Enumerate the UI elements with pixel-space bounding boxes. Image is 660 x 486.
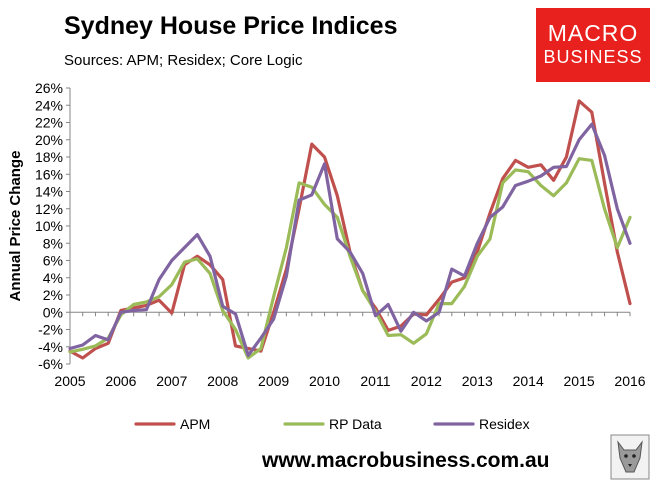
x-tick-label: 2014	[513, 373, 544, 389]
y-tick-label: 8%	[43, 235, 63, 251]
logo-line-1: MACRO	[547, 20, 639, 46]
y-tick-label: 16%	[35, 166, 63, 182]
macro-business-logo: MACRO BUSINESS	[536, 8, 650, 82]
y-tick-label: 12%	[35, 201, 63, 217]
series-layer	[68, 99, 632, 360]
legend-label-residex: Residex	[479, 416, 530, 432]
x-tick-label: 2009	[258, 373, 289, 389]
y-tick-label: 6%	[43, 253, 63, 269]
x-tick-label: 2010	[309, 373, 340, 389]
x-tick-label: 2005	[54, 373, 85, 389]
y-tick-label: -4%	[38, 339, 63, 355]
x-tick-label: 2011	[360, 373, 390, 389]
legend-label-rp-data: RP Data	[329, 416, 382, 432]
series-line-rp-data	[68, 157, 632, 360]
x-tick-label: 2006	[105, 373, 136, 389]
logo-line-2: BUSINESS	[543, 47, 643, 67]
y-tick-label: -6%	[38, 356, 63, 372]
x-tick-label: 2012	[411, 373, 442, 389]
y-tick-label: 0%	[43, 304, 63, 320]
y-tick-label: 2%	[43, 287, 63, 303]
chart-legend: APM RP Data Residex	[134, 416, 530, 432]
chart-axes: -6%-4%-2% 0%2%4%6% 8%10%12%14% 16%18%20%22%…	[7, 80, 646, 389]
x-tick-label: 2008	[207, 373, 238, 389]
series-line-apm	[68, 99, 632, 360]
y-tick-label: 22%	[35, 115, 63, 131]
website-url: www.macrobusiness.com.au	[262, 449, 550, 472]
chart-title: Sydney House Price Indices	[64, 12, 398, 40]
y-tick-label: 18%	[35, 149, 63, 165]
y-tick-label: 10%	[35, 218, 63, 234]
wolf-logo-icon	[610, 434, 650, 480]
y-tick-label: -2%	[38, 322, 63, 338]
y-tick-label: 20%	[35, 132, 63, 148]
y-tick-label: 26%	[35, 80, 63, 96]
y-tick-label: 24%	[35, 97, 63, 113]
series-line-residex	[68, 122, 632, 357]
x-tick-label: 2013	[462, 373, 493, 389]
legend-label-apm: APM	[180, 416, 210, 432]
y-tick-label: 14%	[35, 184, 63, 200]
x-tick-label: 2015	[564, 373, 595, 389]
x-tick-label: 2007	[156, 373, 187, 389]
x-tick-label: 2016	[614, 373, 645, 389]
y-tick-label: 4%	[43, 270, 63, 286]
y-axis-title: Annual Price Change	[7, 151, 24, 302]
chart-subtitle: Sources: APM; Residex; Core Logic	[64, 52, 303, 69]
